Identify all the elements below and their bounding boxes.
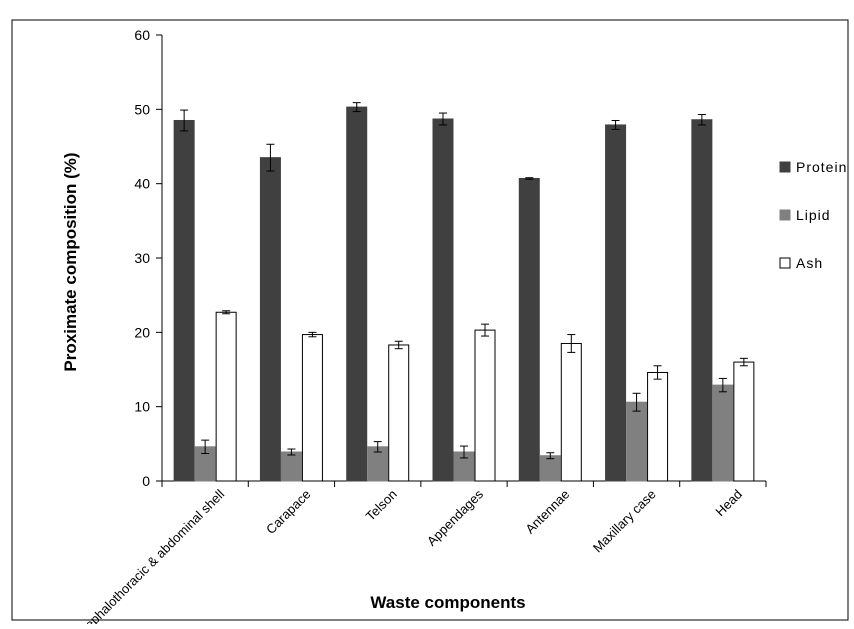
x-axis-title: Waste components bbox=[370, 593, 525, 612]
y-tick-label: 0 bbox=[142, 473, 150, 489]
bar-lipid bbox=[712, 384, 734, 482]
bar-ash bbox=[301, 334, 323, 482]
legend-label-ash: Ash bbox=[796, 255, 823, 271]
bar-lipid bbox=[539, 455, 561, 482]
bar-ash bbox=[560, 342, 582, 482]
bar-protein bbox=[259, 157, 281, 482]
bar-ash bbox=[733, 361, 755, 482]
y-tick-label: 20 bbox=[134, 324, 150, 340]
y-tick-label: 30 bbox=[134, 250, 150, 266]
bar-protein bbox=[691, 119, 713, 482]
y-tick-label: 50 bbox=[134, 101, 150, 117]
legend: Protein Lipid Ash bbox=[779, 159, 847, 271]
y-tick-label: 60 bbox=[134, 27, 150, 43]
legend-swatch-lipid bbox=[779, 209, 791, 221]
y-axis-title: Proximate composition (%) bbox=[61, 152, 80, 371]
bar-ash bbox=[215, 311, 237, 482]
bar-protein bbox=[432, 118, 454, 482]
bar-protein bbox=[173, 119, 195, 482]
bar-protein bbox=[518, 177, 540, 482]
bar-protein bbox=[346, 106, 368, 482]
bar-ash bbox=[474, 329, 496, 482]
y-tick-label: 10 bbox=[134, 399, 150, 415]
legend-label-protein: Protein bbox=[796, 159, 847, 175]
bar-lipid bbox=[280, 451, 302, 482]
bar-ash bbox=[388, 344, 410, 482]
legend-label-lipid: Lipid bbox=[796, 207, 831, 223]
legend-swatch-ash bbox=[779, 257, 791, 269]
y-tick-label: 40 bbox=[134, 176, 150, 192]
bar-lipid bbox=[626, 401, 648, 482]
bar-ash bbox=[647, 371, 669, 482]
bar-protein bbox=[605, 124, 627, 482]
legend-swatch-protein bbox=[779, 161, 791, 173]
